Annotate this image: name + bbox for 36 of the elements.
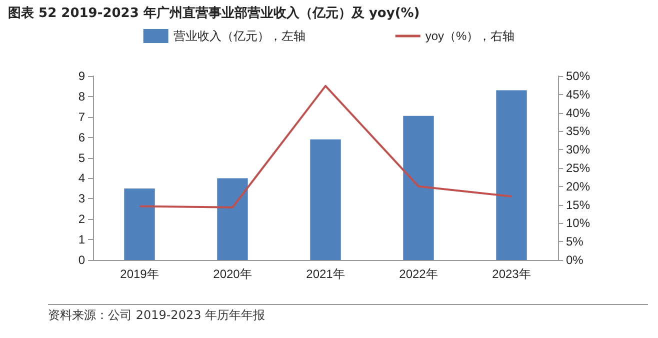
y-tick-label: 3: [78, 192, 86, 206]
bar: [310, 139, 341, 260]
y2-tick-label: 5%: [566, 234, 584, 249]
y2-tick-label: 35%: [566, 124, 590, 138]
y2-tick-label: 50%: [566, 69, 590, 83]
y2-tick-label: 40%: [566, 106, 590, 120]
bar: [217, 178, 248, 260]
x-tick-label: 2020年: [213, 267, 252, 281]
y-tick-label: 4: [78, 171, 86, 186]
y-tick-label: 6: [78, 130, 86, 144]
y-tick-label: 5: [78, 150, 86, 165]
text: 资料来源：公司 2019-2023 年历年年报: [48, 304, 648, 324]
y2-tick-label: 15%: [566, 198, 590, 212]
x-tick-label: 2022年: [399, 267, 438, 281]
x-tick-label: 2019年: [120, 267, 159, 281]
y-tick-label: 7: [78, 110, 86, 124]
legend-label: 营业收入（亿元），左轴: [173, 29, 306, 43]
y2-tick-label: 45%: [566, 87, 590, 102]
chart-title: 图表 52 2019-2023 年广州直营事业部营业收入（亿元）及 yoy(%): [8, 4, 420, 22]
y-tick-label: 2: [78, 212, 86, 226]
y2-tick-label: 10%: [566, 216, 590, 230]
y2-tick-label: 20%: [566, 179, 590, 194]
line-series: [138, 84, 512, 208]
bar: [124, 188, 155, 260]
y2-tick-label: 0%: [566, 253, 584, 267]
x-tick-label: 2021年: [306, 267, 345, 281]
y-tick-label: 0: [78, 253, 86, 267]
y-tick-label: 8: [78, 89, 86, 104]
y2-tick-label: 25%: [566, 161, 590, 175]
y-tick-label: 9: [78, 69, 86, 83]
bar: [496, 90, 527, 260]
y2-tick-label: 30%: [566, 142, 590, 157]
x-tick-label: 2023年: [492, 267, 531, 281]
y-tick-label: 1: [78, 232, 86, 247]
legend-label: yoy（%），右轴: [425, 29, 515, 43]
bar: [403, 116, 434, 260]
